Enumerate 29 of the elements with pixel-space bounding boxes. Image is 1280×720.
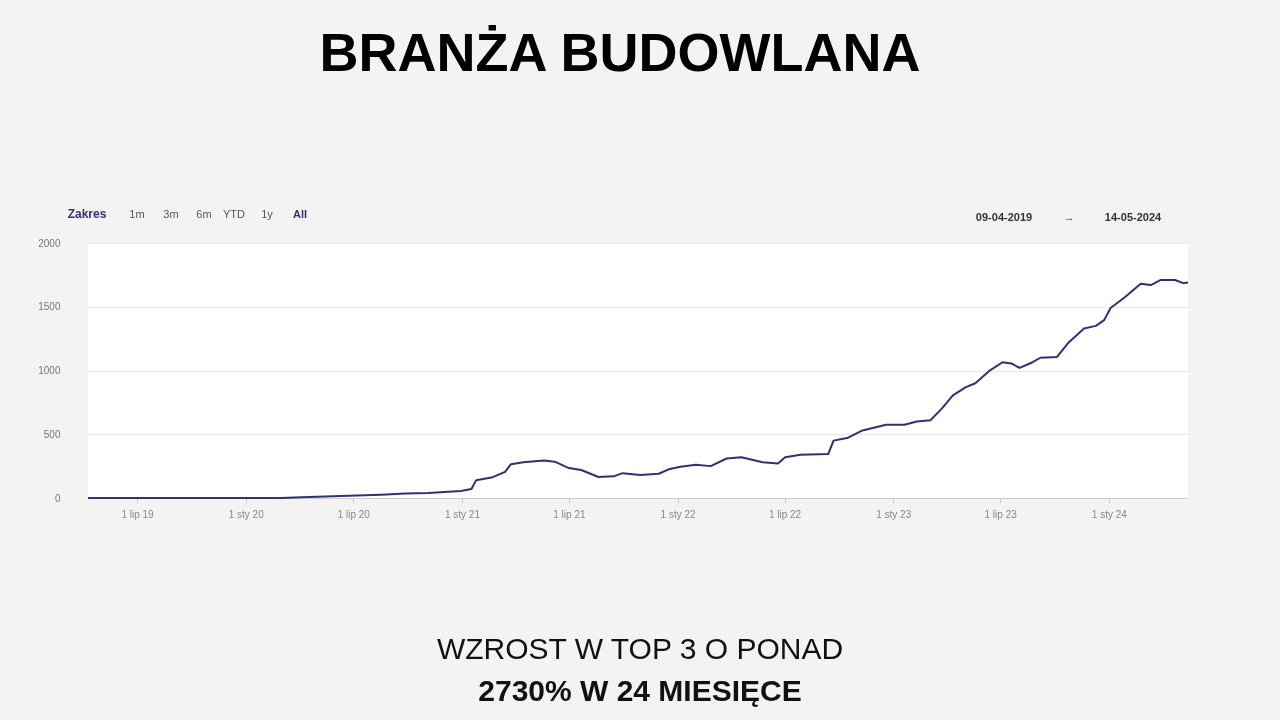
- y-tick-label: 500: [43, 428, 61, 440]
- y-tick-label: 0: [54, 492, 61, 504]
- x-tick-label: 1 lip 21: [553, 508, 586, 520]
- text: 2730% W 24 MIESIĘCE: [478, 674, 802, 707]
- text: WZROST W TOP 3 O PONAD: [436, 632, 844, 665]
- text: YTD: [223, 208, 246, 220]
- text: 09-04-2019: [975, 211, 1033, 223]
- y-tick-label: 2000: [38, 237, 61, 249]
- text: →: [1063, 211, 1075, 223]
- text: 1y: [261, 208, 274, 220]
- x-tick-label: 1 lip 22: [768, 508, 802, 520]
- text: 3m: [163, 208, 179, 220]
- x-tick-label: 1 lip 19: [121, 508, 155, 520]
- text: Zakres: [67, 207, 107, 221]
- x-tick-label: 1 sty 24: [1091, 508, 1128, 520]
- x-tick-label: 1 sty 20: [228, 508, 265, 520]
- text: 6m: [196, 208, 212, 220]
- x-tick-label: 1 sty 22: [660, 508, 697, 520]
- x-tick-label: 1 lip 20: [337, 508, 371, 520]
- x-tick-label: 1 lip 23: [984, 508, 1018, 520]
- y-tick-label: 1000: [38, 365, 61, 376]
- y-tick-label: 1500: [38, 301, 61, 313]
- x-tick-label: 1 sty 21: [444, 508, 481, 520]
- chart-title: BRANŻA BUDOWLANA: [319, 22, 921, 82]
- line-series: [87, 278, 1189, 499]
- text: 1m: [129, 208, 145, 220]
- text: All: [292, 208, 308, 220]
- text: 14-05-2024: [1104, 211, 1163, 223]
- x-tick-label: 1 sty 23: [876, 508, 912, 520]
